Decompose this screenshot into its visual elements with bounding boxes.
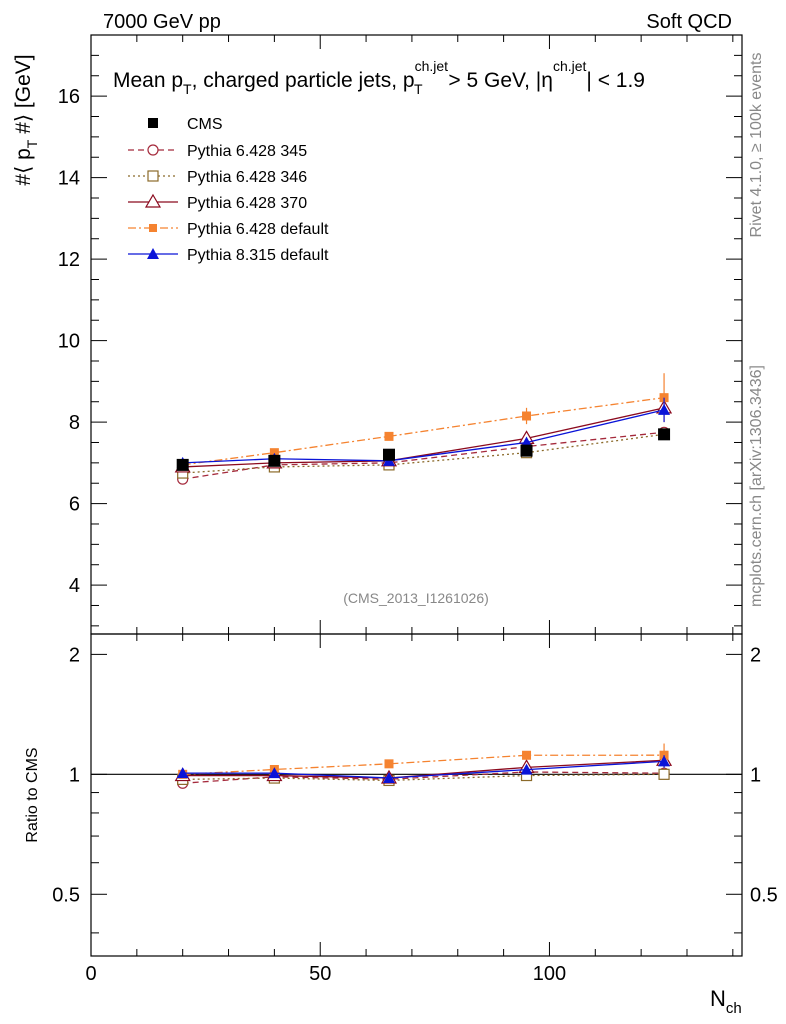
x-tick-label: 100 [533,963,566,985]
legend-entry-pythia8-default: Pythia 8.315 default [128,247,329,264]
legend: CMS Pythia 6.428 345 Pythia 6.428 346 Py… [128,116,329,264]
series-pdefault [178,373,669,779]
ratio-plot-frame [90,633,743,957]
data-point-cms [176,458,189,471]
legend-entry-cms: CMS [148,116,223,133]
legend-marker-cms [148,118,158,128]
y-tick-label: 10 [58,331,80,353]
ratio-point-p8 [520,763,533,775]
series-p346 [177,428,670,787]
series-p8 [176,397,671,783]
rivet-version-text: Rivet 4.1.0, ≥ 100k events [748,53,765,238]
ratio-y-axis-label: Ratio to CMS [24,747,41,842]
mcplots-text: mcplots.cern.ch [arXiv:1306.3436] [748,365,765,607]
y-axis-label: #⟨ pT #⟩ [GeV] [12,54,40,185]
analysis-watermark: (CMS_2013_I1261026) [343,590,489,606]
data-point-pdefault [384,431,394,441]
ratio-point-p8 [176,767,189,779]
header-right: Soft QCD [646,11,732,33]
legend-entry-pythia-345: Pythia 6.428 345 [128,143,307,160]
ratio-point-pdefault [384,759,394,769]
legend-label-pythia-346: Pythia 6.428 346 [187,169,307,186]
data-point-cms [382,448,395,461]
y-tick-label: 16 [58,86,80,108]
series-cms [176,428,671,471]
legend-label-pythia8-default: Pythia 8.315 default [187,247,329,264]
series-line-p345 [182,431,665,480]
data-point-cms [268,454,281,467]
ratio-tick-label: 0.5 [52,884,80,906]
y-tick-label: 14 [58,168,80,190]
y-tick-label: 6 [69,494,80,516]
series-p345 [177,426,670,789]
series-line-p370 [182,407,665,468]
ratio-tick-label-right: 2 [750,644,761,666]
ratio-tick-label: 1 [69,764,80,786]
legend-marker-pythia-346 [147,170,159,182]
y-tick-label: 8 [69,412,80,434]
chart-title: Mean pT, charged particle jets, pch.jet T… [113,58,645,97]
ratio-tick-label-right: 1 [750,764,761,786]
legend-label-pythia-default: Pythia 6.428 default [187,221,329,238]
ratio-tick-label-right: 0.5 [750,884,778,906]
ratio-point-p8 [658,755,671,767]
legend-entry-pythia-346: Pythia 6.428 346 [128,169,307,186]
y-tick-label: 4 [69,575,80,597]
legend-marker-pythia8-default [147,248,159,259]
legend-label-pythia-345: Pythia 6.428 345 [187,143,307,160]
legend-entry-pythia-370: Pythia 6.428 370 [128,193,307,212]
header-left: 7000 GeV pp [103,11,221,33]
ratio-point-pdefault [522,750,532,760]
data-point-pdefault [522,411,532,421]
legend-label-pythia-370: Pythia 6.428 370 [187,195,307,212]
data-point-cms [658,428,671,441]
ratio-tick-label: 2 [69,644,80,666]
data-point-pdefault [269,448,279,458]
y-tick-label: 12 [58,249,80,271]
data-point-cms [520,444,533,457]
legend-marker-pythia-345 [147,144,159,156]
x-tick-label: 0 [85,963,96,985]
legend-label-cms: CMS [187,116,223,133]
ratio-point-p8 [382,771,395,783]
ratio-point-p8 [268,767,281,779]
x-axis-label: Nch [710,986,742,1017]
x-tick-label: 50 [309,963,331,985]
legend-marker-pythia-default [149,224,157,232]
ratio-line-pdefault [182,754,665,775]
legend-entry-pythia-default: Pythia 6.428 default [128,221,329,238]
ratio-point-p346 [658,768,670,780]
data-point-p8 [658,403,671,415]
legend-marker-pythia-370 [144,193,162,208]
